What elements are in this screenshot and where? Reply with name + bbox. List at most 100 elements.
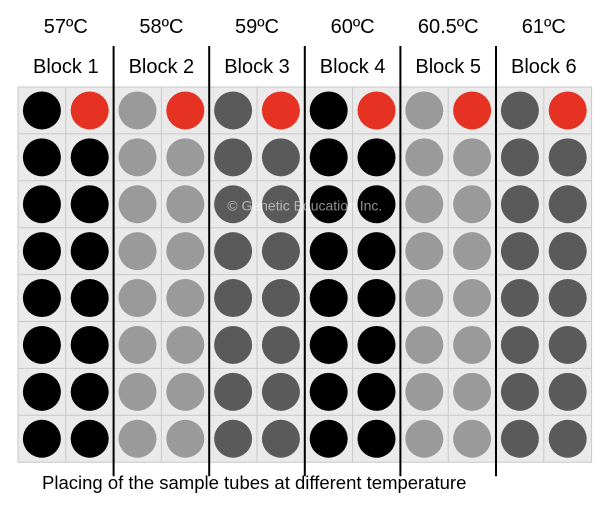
- sample-well: [166, 279, 205, 318]
- sample-well: [22, 185, 61, 224]
- sample-well: [357, 372, 396, 411]
- sample-well: [70, 232, 109, 271]
- sample-well: [214, 185, 253, 224]
- sample-well: [309, 185, 348, 224]
- sample-well: [405, 138, 444, 177]
- sample-well: [214, 138, 253, 177]
- sample-well: [166, 325, 205, 364]
- sample-well: [357, 138, 396, 177]
- sample-well: [70, 279, 109, 318]
- sample-well: [214, 279, 253, 318]
- block-label: Block 1: [33, 56, 99, 78]
- block-label: Block 3: [224, 56, 290, 78]
- sample-well: [309, 279, 348, 318]
- sample-well: [453, 138, 492, 177]
- block-temperature: 57ºC: [44, 16, 88, 38]
- sample-well: [214, 325, 253, 364]
- highlight-well: [548, 91, 587, 130]
- sample-well: [309, 138, 348, 177]
- sample-well: [405, 185, 444, 224]
- sample-well: [500, 185, 539, 224]
- sample-well: [166, 419, 205, 458]
- highlight-well: [453, 91, 492, 130]
- sample-well: [118, 232, 157, 271]
- sample-well: [118, 372, 157, 411]
- sample-well: [118, 185, 157, 224]
- sample-well: [453, 419, 492, 458]
- sample-well: [22, 419, 61, 458]
- sample-well: [405, 419, 444, 458]
- sample-well: [118, 138, 157, 177]
- watermark-text: © Genetic Education Inc.: [227, 197, 382, 213]
- sample-well: [166, 372, 205, 411]
- sample-well: [357, 232, 396, 271]
- sample-well: [357, 325, 396, 364]
- sample-well: [309, 325, 348, 364]
- highlight-well: [166, 91, 205, 130]
- sample-well: [166, 232, 205, 271]
- sample-well: [22, 279, 61, 318]
- plate-labels: 57ºC Block 1 58ºC Block 2 59ºC Block 3 60ºC Blo…: [33, 16, 577, 213]
- sample-well: [261, 325, 300, 364]
- block-label: Block 4: [320, 56, 386, 78]
- sample-well: [166, 185, 205, 224]
- sample-well: [118, 279, 157, 318]
- block-temperature: 60.5ºC: [418, 16, 479, 38]
- block-temperature: 58ºC: [139, 16, 183, 38]
- sample-well: [453, 279, 492, 318]
- sample-well: [548, 372, 587, 411]
- highlight-well: [261, 91, 300, 130]
- sample-well: [118, 91, 157, 130]
- sample-well: [500, 232, 539, 271]
- sample-well: [166, 138, 205, 177]
- sample-well: [261, 419, 300, 458]
- sample-well: [70, 372, 109, 411]
- sample-well: [214, 419, 253, 458]
- block-temperature: 59ºC: [235, 16, 279, 38]
- sample-well: [22, 91, 61, 130]
- sample-well: [214, 232, 253, 271]
- block-label: Block 5: [415, 56, 481, 78]
- sample-well: [405, 232, 444, 271]
- sample-well: [405, 372, 444, 411]
- sample-well: [214, 91, 253, 130]
- highlight-well: [70, 91, 109, 130]
- sample-well: [261, 232, 300, 271]
- sample-well: [118, 325, 157, 364]
- sample-well: [261, 185, 300, 224]
- block-label: Block 2: [129, 56, 195, 78]
- sample-well: [22, 372, 61, 411]
- block-temperature: 60ºC: [331, 16, 375, 38]
- sample-well: [70, 325, 109, 364]
- sample-well: [22, 325, 61, 364]
- sample-well: [548, 232, 587, 271]
- sample-well: [500, 279, 539, 318]
- sample-well: [548, 325, 587, 364]
- sample-well: [261, 372, 300, 411]
- sample-well: [405, 91, 444, 130]
- sample-well: [500, 372, 539, 411]
- sample-well: [548, 185, 587, 224]
- sample-well: [453, 232, 492, 271]
- sample-well: [118, 419, 157, 458]
- sample-well: [548, 419, 587, 458]
- sample-well: [357, 279, 396, 318]
- sample-well: [261, 279, 300, 318]
- block-label: Block 6: [511, 56, 577, 78]
- sample-well: [309, 91, 348, 130]
- sample-well: [70, 138, 109, 177]
- sample-well: [405, 325, 444, 364]
- sample-well: [261, 138, 300, 177]
- sample-well: [309, 372, 348, 411]
- sample-well: [309, 232, 348, 271]
- block-temperature: 61ºC: [522, 16, 566, 38]
- sample-well: [405, 279, 444, 318]
- sample-well: [500, 91, 539, 130]
- sample-well: [70, 419, 109, 458]
- sample-well: [500, 138, 539, 177]
- sample-well: [357, 419, 396, 458]
- sample-well: [548, 279, 587, 318]
- sample-well: [500, 325, 539, 364]
- sample-well: [70, 185, 109, 224]
